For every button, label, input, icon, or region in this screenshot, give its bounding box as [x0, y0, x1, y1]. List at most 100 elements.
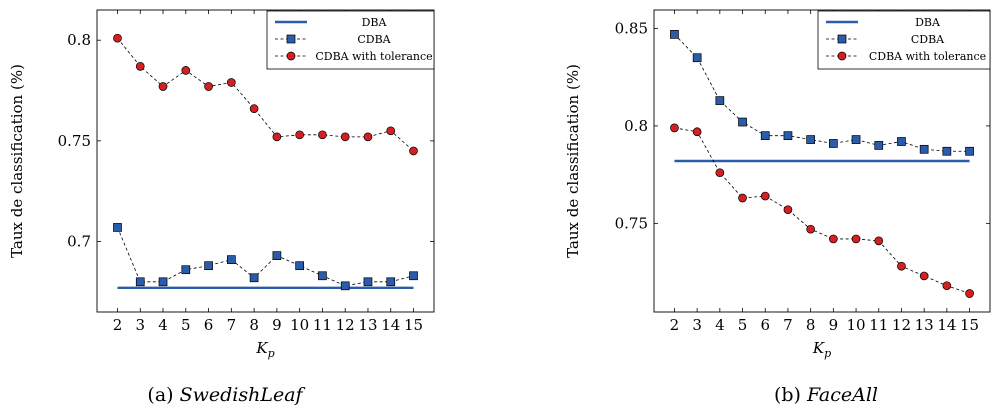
data-point — [363, 132, 373, 142]
data-point — [340, 281, 350, 291]
data-point — [806, 224, 815, 234]
chart-panel-1: 2 3 4 5 6 7 8 9 10 11 12 13 14 15 0.7 0.75 0.8 Kp Taux de … — [8, 9, 435, 406]
data-point — [942, 281, 952, 291]
data-point — [318, 271, 327, 281]
y-axis-label: Taux de classification (%) — [564, 64, 582, 258]
legend-marker — [286, 51, 296, 61]
series-cdba — [113, 223, 418, 291]
data-point — [249, 273, 259, 283]
data-point — [692, 127, 702, 137]
x-tick-label: 14 — [937, 316, 956, 334]
legend: DBA CDBA CDBA with tolerance — [266, 10, 435, 70]
data-point — [783, 205, 793, 215]
data-point — [851, 234, 861, 244]
data-point — [670, 30, 679, 39]
legend-box — [817, 10, 991, 70]
data-point — [874, 141, 884, 150]
data-point — [226, 255, 236, 265]
plot-frame — [653, 9, 991, 313]
legend: DBA CDBA CDBA with tolerance — [817, 10, 991, 70]
x-tick-label: 5 — [181, 316, 191, 334]
data-point — [760, 131, 770, 141]
y-tick-label: 0.85 — [615, 20, 648, 38]
data-point — [715, 168, 725, 178]
data-point — [783, 131, 793, 141]
data-point — [113, 223, 122, 232]
x-tick-label: 10 — [290, 316, 309, 334]
x-tick-label: 9 — [829, 316, 839, 334]
data-point — [295, 130, 305, 140]
x-tick-label: 15 — [404, 316, 423, 334]
data-point — [897, 261, 906, 271]
data-point — [181, 265, 191, 275]
data-point — [965, 289, 974, 298]
legend-entry: CDBA — [911, 33, 945, 46]
x-tick-label: 2 — [670, 316, 680, 334]
data-point — [135, 62, 145, 71]
x-tick-label: 5 — [738, 316, 748, 334]
data-point — [272, 251, 282, 260]
data-point — [386, 126, 396, 136]
legend-marker — [837, 51, 847, 61]
x-tick-label: 4 — [715, 316, 725, 334]
y-tick-label: 0.75 — [615, 214, 648, 232]
data-point — [409, 271, 418, 281]
data-point — [692, 53, 702, 63]
x-tick-label: 13 — [915, 316, 934, 334]
legend-entry: DBA — [915, 16, 941, 29]
data-point — [670, 123, 679, 133]
x-tick-label: 12 — [892, 316, 911, 334]
data-point — [829, 139, 838, 148]
x-tick-label: 3 — [135, 316, 145, 334]
x-axis-label-main: K — [812, 339, 825, 357]
x-tick-label: 6 — [204, 316, 214, 334]
x-tick-label: 13 — [358, 316, 377, 334]
x-axis-label-sub: p — [268, 347, 275, 360]
series-cdba — [670, 30, 974, 156]
data-point — [942, 146, 952, 156]
data-point — [272, 132, 282, 142]
x-tick-label: 7 — [227, 316, 237, 334]
caption-name: FaceAll — [806, 384, 878, 406]
data-point — [363, 277, 373, 287]
x-tick-label: 8 — [806, 316, 816, 334]
y-tick-label: 0.75 — [58, 132, 91, 150]
figure-caption: (b) FaceAll — [774, 384, 878, 406]
data-point — [715, 96, 725, 105]
data-point — [113, 33, 122, 43]
caption-name: SwedishLeaf — [180, 384, 306, 406]
data-point — [158, 277, 168, 287]
data-point — [386, 277, 396, 287]
legend-marker — [286, 34, 296, 44]
x-axis-label: Kp — [255, 339, 274, 360]
x-tick-label: 9 — [272, 316, 282, 334]
data-point — [919, 144, 929, 154]
data-point — [760, 191, 770, 201]
x-tick-label: 2 — [113, 316, 123, 334]
data-point — [897, 137, 906, 146]
data-point — [181, 66, 191, 75]
x-axis-label-sub: p — [824, 347, 831, 360]
legend-entry: CDBA with tolerance — [315, 50, 432, 63]
plot-frame — [96, 9, 435, 313]
series-cdba-with-tolerance — [113, 33, 418, 156]
caption-label: (a) — [147, 384, 179, 406]
data-point — [249, 104, 259, 114]
x-tick-label: 15 — [960, 316, 979, 334]
series-cdba-with-tolerance — [670, 123, 974, 298]
y-tick-label: 0.7 — [67, 233, 91, 251]
x-axis-label: Kp — [812, 339, 831, 360]
data-point — [409, 146, 418, 156]
x-tick-label: 3 — [692, 316, 702, 334]
data-point — [340, 132, 350, 142]
series-line — [117, 227, 414, 287]
data-point — [738, 117, 747, 127]
x-tick-label: 7 — [783, 316, 793, 334]
x-tick-label: 14 — [381, 316, 400, 334]
data-point — [135, 277, 145, 287]
data-point — [226, 78, 236, 87]
data-point — [204, 82, 213, 91]
y-tick-label: 0.8 — [624, 117, 648, 135]
data-point — [318, 130, 327, 140]
